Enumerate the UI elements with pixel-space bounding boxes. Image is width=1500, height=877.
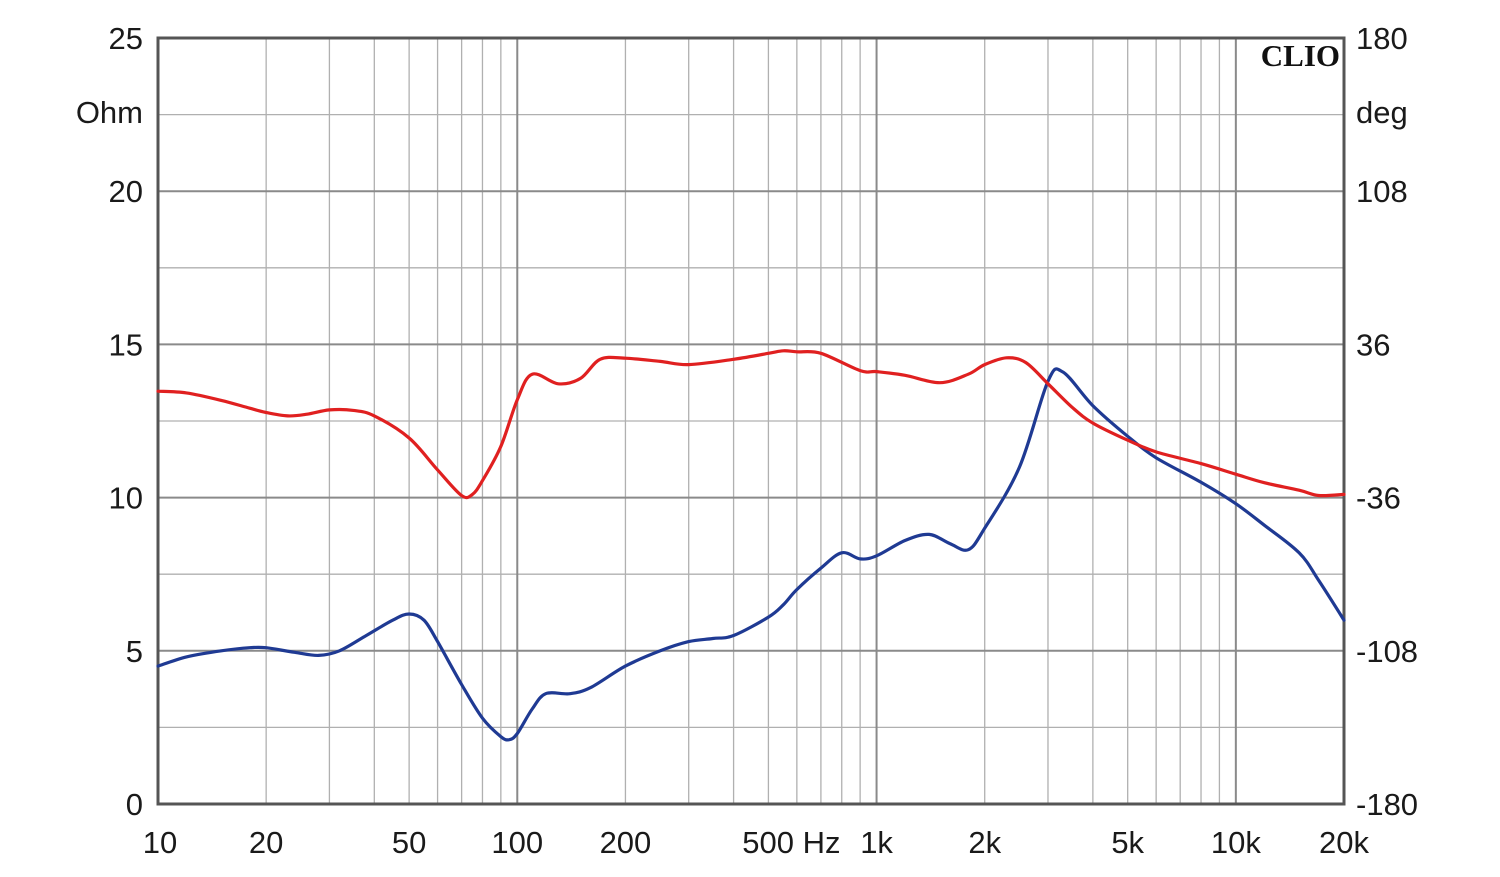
- x-tick-label: 500 Hz: [742, 825, 840, 860]
- x-tick-label: 50: [392, 825, 426, 860]
- x-tick-label: 200: [600, 825, 652, 860]
- x-tick-labels: 10 20 50 100 200 500 Hz 1k 2k 5k 10k 20k: [143, 825, 1370, 860]
- x-tick-label: 10: [143, 825, 177, 860]
- minor-gridlines: [158, 38, 1345, 804]
- right-y-tick-label: -108: [1356, 634, 1418, 669]
- left-y-tick-label: 25: [109, 21, 143, 56]
- left-y-tick-labels: 0 5 10 15 20 25: [109, 21, 143, 822]
- plot-frame: [156, 36, 1346, 806]
- right-y-tick-label: 180: [1356, 21, 1408, 56]
- left-y-tick-label: 10: [109, 481, 143, 516]
- x-tick-label: 10k: [1211, 825, 1261, 860]
- right-y-tick-label: -180: [1356, 787, 1418, 822]
- impedance-series-line: [156, 367, 1346, 742]
- clio-logo: CLIO: [1261, 38, 1340, 73]
- x-tick-label: 2k: [968, 825, 1001, 860]
- right-axis-unit: deg: [1356, 95, 1408, 130]
- right-y-tick-labels: -180 -108 -36 36 108 180: [1356, 21, 1418, 822]
- right-y-tick-label: -36: [1356, 481, 1401, 516]
- right-y-tick-label: 36: [1356, 327, 1390, 362]
- left-y-tick-label: 0: [126, 787, 143, 822]
- x-tick-label: 20k: [1319, 825, 1369, 860]
- x-tick-label: 5k: [1111, 825, 1144, 860]
- phase-series-line: [156, 349, 1346, 500]
- series-layer: [156, 349, 1346, 742]
- left-axis-unit: Ohm: [76, 95, 143, 130]
- left-y-tick-label: 15: [109, 327, 143, 362]
- right-y-tick-label: 108: [1356, 174, 1408, 209]
- x-tick-label: 1k: [860, 825, 893, 860]
- left-y-tick-label: 20: [109, 174, 143, 209]
- left-y-tick-label: 5: [126, 634, 143, 669]
- x-tick-label: 20: [249, 825, 283, 860]
- x-tick-label: 100: [491, 825, 543, 860]
